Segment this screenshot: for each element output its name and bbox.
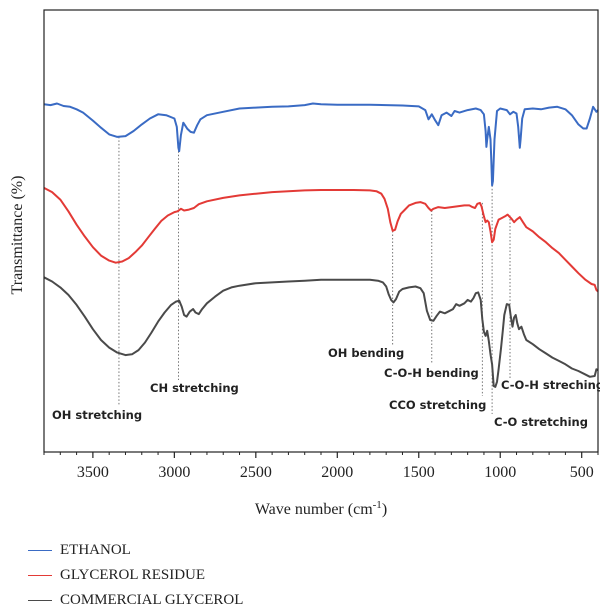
x-tick-label: 1500	[403, 464, 435, 481]
x-tick-label: 2000	[321, 464, 353, 481]
y-axis-label: Transmittance (%)	[9, 176, 26, 295]
legend-item-ethanol: ETHANOL	[28, 538, 243, 563]
series-line-commercial-glycerol	[43, 276, 599, 388]
x-tick-label: 3000	[158, 464, 190, 481]
series-line-ethanol	[43, 102, 599, 187]
annotation-coh-streching: C-O-H streching	[501, 378, 600, 392]
x-tick-label: 500	[570, 464, 594, 481]
annotation-oh-stretching: OH stretching	[52, 408, 142, 422]
annotation-oh-bending: OH bending	[328, 346, 404, 360]
chart: 3500 3000 2500 2000 1500 1000 500 OH stretchin…	[9, 9, 600, 518]
legend-item-glycerol-residue: GLYCEROL RESIDUE	[28, 563, 243, 588]
legend-swatch-commercial-glycerol	[28, 600, 52, 601]
x-tick-label: 1000	[484, 464, 516, 481]
x-tick-label: 2500	[240, 464, 272, 481]
guide-lines	[118, 136, 511, 414]
legend: ETHANOL GLYCEROL RESIDUE COMMERCIAL GLYC…	[28, 538, 243, 613]
x-axis-ticks: 3500 3000 2500 2000 1500 1000 500	[43, 452, 599, 481]
legend-label-glycerol-residue: GLYCEROL RESIDUE	[60, 567, 206, 583]
annotation-cco-stretching: CCO stretching	[389, 398, 486, 412]
legend-swatch-ethanol	[28, 550, 52, 551]
series-lines	[43, 102, 599, 388]
annotation-co-stretching: C-O stretching	[494, 415, 588, 429]
annotation-coh-bending: C-O-H bending	[384, 366, 479, 380]
x-axis-label: Wave number (cm-1)	[255, 499, 387, 518]
series-line-glycerol-residue	[43, 187, 599, 293]
legend-label-ethanol: ETHANOL	[60, 542, 131, 558]
legend-label-commercial-glycerol: COMMERCIAL GLYCEROL	[60, 592, 244, 608]
x-tick-label: 3500	[77, 464, 109, 481]
annotation-ch-stretching: CH stretching	[150, 381, 239, 395]
legend-swatch-glycerol-residue	[28, 575, 52, 576]
legend-item-commercial-glycerol: COMMERCIAL GLYCEROL	[28, 588, 243, 613]
